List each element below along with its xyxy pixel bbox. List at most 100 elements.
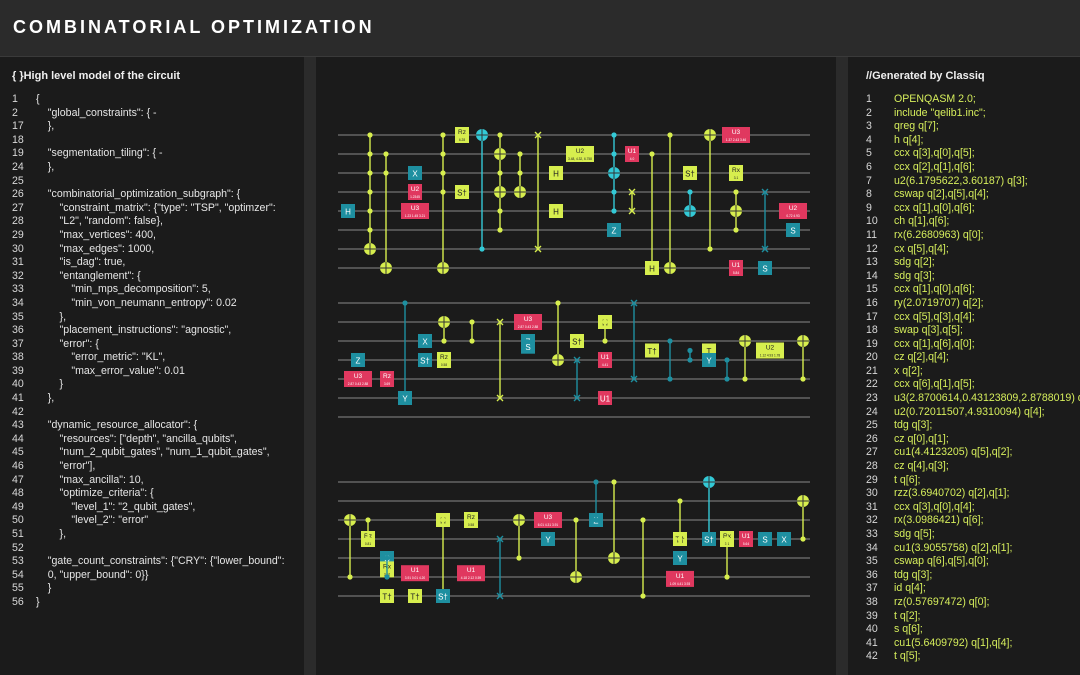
line-number: 19 bbox=[12, 147, 24, 160]
control-dot bbox=[611, 208, 617, 214]
code-line: 11 rx(6.2680963) q[0]; bbox=[848, 229, 1080, 243]
swap-mark bbox=[496, 318, 504, 326]
gate-box bbox=[437, 352, 451, 368]
gate-box bbox=[549, 166, 563, 180]
code-line: 23 u3(2.8700614,0.43123809,2.8788019) q[3… bbox=[848, 392, 1080, 406]
gate-box bbox=[464, 512, 478, 528]
code-line: 47 "max_ancilla": 10, bbox=[0, 474, 304, 488]
swap-mark bbox=[630, 375, 638, 383]
swap-mark bbox=[573, 356, 581, 364]
gate-label: Rz bbox=[467, 514, 475, 521]
line-number: 28 bbox=[12, 215, 24, 228]
gate-label: S† bbox=[685, 170, 695, 179]
code-line: 14 sdg q[3]; bbox=[848, 270, 1080, 284]
gate-parameter: 1.37 2.43 3.46 bbox=[726, 138, 747, 142]
line-number: 47 bbox=[12, 473, 24, 486]
gate-box bbox=[729, 260, 743, 276]
gate-box bbox=[702, 532, 716, 546]
control-dot bbox=[742, 376, 748, 382]
code-text: tdg q[3]; bbox=[894, 568, 933, 581]
gate-label: Y bbox=[402, 395, 408, 404]
line-number: 14 bbox=[866, 269, 878, 282]
code-text: cu1(3.9055758) q[2],q[1]; bbox=[894, 541, 1013, 554]
target-cross bbox=[438, 316, 450, 328]
line-number: 36 bbox=[12, 324, 24, 337]
gate-label: U3 bbox=[732, 129, 741, 136]
control-dot bbox=[649, 151, 655, 157]
code-line: 18 bbox=[0, 134, 304, 148]
control-dot bbox=[667, 338, 673, 344]
gate-parameter: 0.58 bbox=[441, 363, 447, 367]
gate-box bbox=[570, 334, 584, 348]
control-dot bbox=[517, 170, 523, 176]
code-editor[interactable]: 1{2 "global_constraints": { -17 }, 18 19 "… bbox=[0, 93, 304, 610]
target-cross bbox=[344, 514, 356, 526]
code-text: ccx q[3],q[0],q[4]; bbox=[894, 500, 975, 513]
code-text: "num_2_qubit_gates", "num_1_qubit_gates"… bbox=[36, 446, 270, 459]
code-line: 26 "combinatorial_optimization_subgraph"… bbox=[0, 188, 304, 202]
code-text: } bbox=[36, 582, 52, 595]
line-number: 31 bbox=[866, 500, 878, 513]
code-line: 39 "max_error_value": 0.01 bbox=[0, 365, 304, 379]
qasm-output-panel[interactable]: //Generated by Classiq 1 OPENQASM 2.0; 2 in… bbox=[848, 57, 1080, 675]
code-text: u2(0.72011507,4.9310094) q[4]; bbox=[894, 405, 1045, 418]
control-dot bbox=[593, 517, 599, 523]
gate-box bbox=[777, 532, 791, 546]
code-line: 52 bbox=[0, 542, 304, 556]
code-line: 37 "error": { bbox=[0, 338, 304, 352]
code-text: t q[5]; bbox=[894, 650, 921, 663]
gate-box bbox=[786, 223, 800, 237]
line-number: 2 bbox=[866, 106, 872, 119]
target-cross bbox=[513, 514, 525, 526]
line-number: 5 bbox=[866, 147, 872, 160]
line-number: 32 bbox=[12, 269, 24, 282]
gate-label: S bbox=[790, 227, 795, 236]
line-number: 55 bbox=[12, 582, 24, 595]
gate-box bbox=[457, 565, 485, 582]
code-text: sdg q[5]; bbox=[894, 528, 935, 540]
code-line: 43 "dynamic_resource_allocator": { bbox=[0, 419, 304, 433]
gate-box bbox=[702, 353, 716, 367]
code-text: sdg q[3]; bbox=[894, 269, 935, 282]
line-number: 7 bbox=[866, 174, 872, 187]
line-number: 15 bbox=[866, 283, 878, 296]
control-dot bbox=[555, 300, 561, 306]
line-number: 35 bbox=[866, 555, 878, 568]
line-number: 9 bbox=[866, 201, 872, 214]
code-text: "dynamic_resource_allocator": { bbox=[36, 419, 198, 432]
panel-title: //Generated by Classiq bbox=[866, 70, 985, 82]
gate-parameter: 1.2345 bbox=[410, 195, 420, 199]
gate-label: H bbox=[553, 208, 559, 217]
control-dot bbox=[365, 517, 371, 523]
target-cross bbox=[739, 335, 751, 347]
code-text: rx(3.0986421) q[6]; bbox=[894, 514, 984, 527]
code-text: "max_edges": 1000, bbox=[36, 242, 155, 255]
code-line: 24 u2(0.72011507,4.9310094) q[4]; bbox=[848, 406, 1080, 420]
gate-box bbox=[722, 127, 750, 143]
line-number: 4 bbox=[866, 133, 872, 146]
line-number: 54 bbox=[12, 568, 24, 581]
code-line: 19 ccx q[1],q[6],q[0]; bbox=[848, 338, 1080, 352]
line-number: 8 bbox=[866, 188, 872, 201]
control-dot bbox=[611, 479, 617, 485]
gate-box bbox=[418, 334, 432, 348]
gate-box bbox=[541, 532, 555, 546]
line-number: 6 bbox=[866, 160, 872, 173]
control-dot bbox=[687, 347, 693, 354]
code-text: { bbox=[36, 93, 40, 105]
target-cross bbox=[704, 129, 716, 141]
code-line: 33 sdg q[5]; bbox=[848, 528, 1080, 542]
panel-title: { }High level model of the circuit bbox=[12, 70, 181, 82]
gate-label: Rx bbox=[732, 167, 741, 174]
control-dot bbox=[440, 132, 446, 138]
line-number: 3 bbox=[866, 120, 872, 133]
code-line: 30 rzz(3.6940702) q[2],q[1]; bbox=[848, 487, 1080, 501]
code-text: ccx q[5],q[3],q[4]; bbox=[894, 310, 975, 323]
line-number: 30 bbox=[866, 487, 878, 500]
json-model-panel[interactable]: { }High level model of the circuit 1{2 "… bbox=[0, 57, 304, 675]
gate-label: U1 bbox=[411, 567, 420, 574]
code-text: id q[4]; bbox=[894, 582, 926, 595]
code-editor[interactable]: 1 OPENQASM 2.0; 2 include "qelib1.inc"; 3 qre… bbox=[848, 93, 1080, 664]
gate-label: S† bbox=[572, 338, 582, 347]
gate-label: Z bbox=[612, 227, 617, 236]
